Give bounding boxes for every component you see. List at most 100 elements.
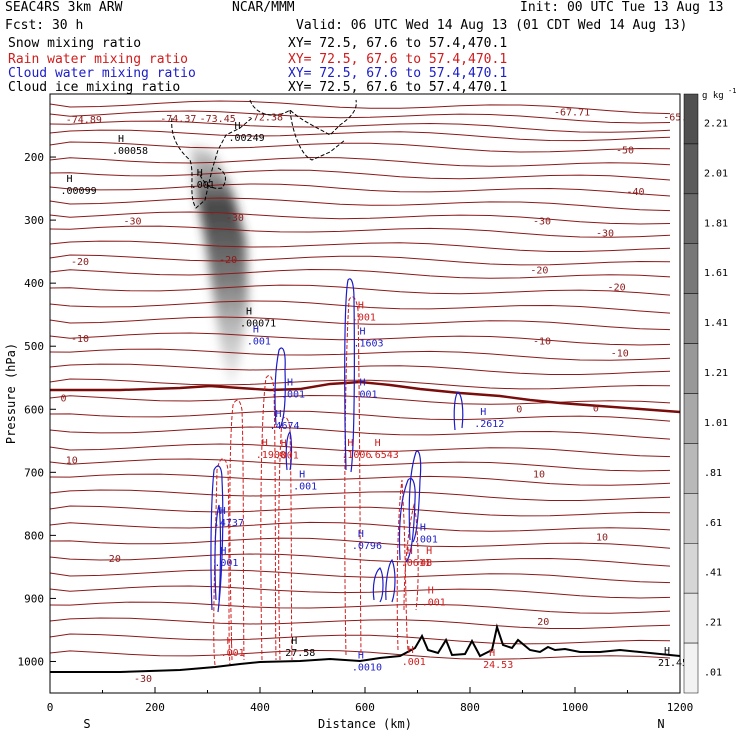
y-tick-label: 900 — [24, 592, 44, 605]
maximum-marker: H — [489, 648, 495, 659]
temperature-label: -50 — [616, 145, 634, 156]
cloud-contour — [385, 558, 396, 603]
maximum-label: .001 — [293, 482, 317, 493]
y-tick-label: 300 — [24, 214, 44, 227]
maximum-label: 21.45 — [658, 658, 688, 669]
maximum-marker: H — [347, 438, 353, 449]
temperature-label: 20 — [109, 554, 121, 565]
colorbar-tick-label: 2.01 — [704, 168, 728, 179]
model-name: SEAC4RS 3km ARW — [5, 0, 123, 15]
legend-ice-label: Cloud ice mixing ratio — [8, 80, 181, 95]
maximum-marker: H — [420, 523, 426, 534]
temperature-contour — [49, 585, 671, 599]
maximum-marker: H — [220, 506, 226, 517]
temperature-label: -67.71 — [554, 108, 590, 119]
maximum-label: .0611 — [401, 558, 431, 569]
north-label: N — [657, 717, 664, 731]
temperature-contour — [49, 617, 671, 629]
colorbar-swatch — [683, 443, 699, 494]
temperature-contour — [49, 521, 671, 532]
temperature-contour — [49, 378, 671, 390]
maximum-label: .001 — [402, 657, 426, 668]
maximum-label: .001 — [221, 648, 245, 659]
maximum-marker: H — [197, 168, 203, 179]
y-tick-label: 1000 — [18, 655, 45, 668]
x-tick-label: 1000 — [562, 701, 589, 714]
colorbar-swatch — [683, 193, 699, 244]
temperature-label: -20 — [219, 255, 237, 266]
temperature-label: 10 — [66, 456, 78, 467]
maximum-label: .6543 — [369, 450, 399, 461]
maximum-label: .1006 — [341, 450, 371, 461]
rain-contour — [260, 375, 277, 661]
temperature-contour — [49, 649, 671, 660]
maximum-label: .001 — [281, 390, 305, 401]
temperature-label: -30 — [134, 674, 152, 685]
x-tick-label: 1200 — [667, 701, 694, 714]
temperature-label: -10 — [533, 337, 551, 348]
maximum-label: .001 — [414, 535, 438, 546]
maximum-marker: H — [375, 438, 381, 449]
temperature-contour — [49, 120, 671, 133]
maximum-marker: H — [67, 174, 73, 185]
colorbar-tick-label: .21 — [704, 618, 722, 629]
colorbar-tick-label: 1.21 — [704, 368, 728, 379]
maximum-marker: H — [281, 439, 287, 450]
temperature-contour — [49, 601, 671, 614]
colorbar-swatch — [683, 143, 699, 195]
x-tick-label: 600 — [355, 701, 375, 714]
south-label: S — [83, 717, 90, 731]
colorbar-units-exponent: -1 — [728, 87, 736, 95]
maximum-label: .1603 — [353, 338, 383, 349]
temperature-label: -10 — [71, 334, 89, 345]
valid-time: Valid: 06 UTC Wed 14 Aug 13 (01 CDT Wed … — [296, 18, 688, 33]
maximum-label: .00071 — [240, 318, 276, 329]
colorbar-swatch — [683, 642, 699, 694]
rain-contour — [344, 296, 362, 656]
legend-snow-xy: XY= 72.5, 67.6 to 57.4,470.1 — [288, 36, 508, 51]
colorbar-swatch — [683, 592, 699, 644]
rain-contour — [213, 458, 231, 666]
temperature-contour — [49, 633, 671, 645]
maximum-marker: H — [480, 407, 486, 418]
colorbar-tick-label: .81 — [704, 468, 722, 479]
legend-rain-xy: XY= 72.5, 67.6 to 57.4,470.1 — [288, 52, 508, 67]
maximum-label: .00099 — [61, 186, 97, 197]
maximum-label: .001 — [352, 313, 376, 324]
temperature-contour — [49, 268, 671, 279]
rain-contour — [229, 399, 245, 661]
terrain-line — [50, 623, 681, 673]
maximum-label: 48 — [420, 558, 432, 569]
temperature-contour — [49, 426, 671, 440]
temperature-contour — [49, 141, 671, 153]
temperature-contour — [49, 169, 671, 181]
colorbar-tick-label: 2.21 — [704, 118, 728, 129]
colorbar-tick-label: .61 — [704, 518, 722, 529]
cloud-contour — [285, 430, 293, 471]
temperature-label: -74.37 — [160, 114, 196, 125]
maximum-label: .001 — [214, 558, 238, 569]
legend-ice-xy: XY= 72.5, 67.6 to 57.4,470.1 — [288, 80, 508, 95]
x-tick-label: 200 — [145, 701, 165, 714]
temperature-label: -65.6 — [663, 113, 693, 124]
temperature-label: -73.45 — [200, 114, 236, 125]
y-axis-label: Pressure (hPa) — [4, 343, 18, 444]
temperature-label: -30 — [533, 217, 551, 228]
colorbar-swatch — [683, 393, 699, 444]
temperature-label: -72.38 — [247, 113, 283, 124]
maximum-marker: H — [291, 636, 297, 647]
colorbar-swatch — [683, 293, 699, 344]
temperature-contour — [49, 553, 671, 567]
colorbar-units: g kg — [702, 91, 724, 101]
temperature-contour — [49, 443, 671, 458]
temperature-contour — [49, 363, 671, 375]
ice-contour — [199, 167, 226, 189]
temperature-contour — [49, 316, 671, 331]
temperature-contour — [49, 110, 671, 124]
colorbar-tick-label: 1.61 — [704, 268, 728, 279]
maximum-marker: H — [407, 546, 413, 557]
temperature-contour — [49, 348, 671, 361]
y-tick-label: 400 — [24, 277, 44, 290]
legend-cloud-xy: XY= 72.5, 67.6 to 57.4,470.1 — [288, 66, 508, 81]
y-tick-label: 500 — [24, 340, 44, 353]
